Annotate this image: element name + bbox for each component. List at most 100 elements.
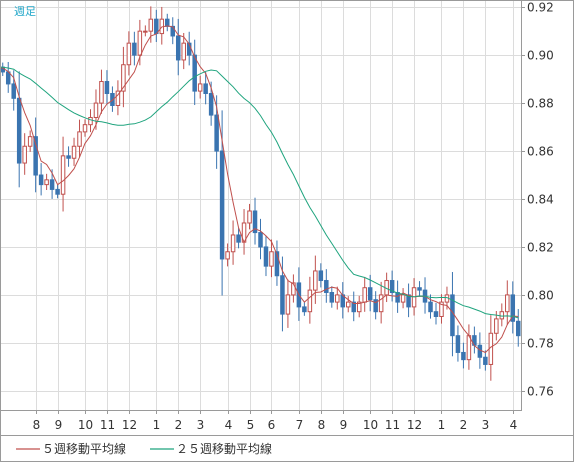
candle-body	[27, 136, 33, 147]
candle-body	[170, 25, 176, 37]
candle-body	[11, 83, 16, 99]
x-tick-label: 8	[33, 418, 41, 432]
candle-body	[60, 155, 66, 195]
x-tick-label: 10	[363, 418, 378, 432]
candles-layer	[0, 6, 521, 381]
candle-body	[269, 251, 274, 267]
candle-body	[367, 287, 373, 301]
x-tick-label: 12	[122, 418, 137, 432]
candle-body	[197, 83, 203, 92]
candle-body	[71, 145, 77, 159]
candle-body	[466, 335, 472, 361]
x-tick-label: 6	[268, 418, 276, 432]
legend: ５週移動平均線 ２５週移動平均線	[16, 441, 272, 456]
candle-body	[247, 210, 252, 224]
candle-body	[318, 270, 324, 282]
y-axis: 0.92 0.90 0.88 0.86 0.84 0.82 0.80 0.78 0.76	[521, 1, 554, 399]
candle-body	[280, 275, 285, 315]
candle-body	[99, 81, 104, 104]
candle-body	[208, 93, 214, 116]
candle-body	[417, 287, 422, 291]
candle-body	[505, 294, 510, 313]
candle-body	[181, 42, 186, 61]
x-tick-label: 10	[78, 418, 93, 432]
x-tick-label: 11	[100, 418, 115, 432]
ma5-line	[0, 25, 519, 354]
x-tick-label: 9	[55, 418, 63, 432]
candle-body	[148, 18, 154, 32]
x-tick-label: 4	[225, 418, 233, 432]
legend-label-ma5: ５週移動平均線	[42, 441, 126, 456]
candle-body	[428, 301, 433, 313]
candle-body	[362, 287, 367, 303]
candle-body	[461, 351, 466, 361]
candle-body	[395, 292, 400, 303]
y-tick-label: 0.78	[527, 337, 554, 351]
grid-lines	[0, 0, 521, 410]
candle-body	[274, 251, 280, 277]
candle-body	[115, 90, 121, 106]
candle-body	[143, 30, 148, 33]
x-tick-label: 9	[340, 418, 348, 432]
candle-body	[154, 18, 159, 35]
candle-body	[5, 71, 11, 85]
y-tick-label: 0.84	[527, 193, 554, 207]
candle-body	[137, 30, 143, 56]
candle-body	[477, 344, 483, 358]
y-tick-label: 0.88	[527, 97, 554, 111]
candle-body	[192, 54, 197, 92]
candle-body	[356, 301, 362, 313]
candle-body	[88, 116, 93, 126]
candle-body	[483, 356, 488, 365]
candle-body	[82, 124, 88, 133]
candle-body	[230, 234, 236, 253]
candle-body	[49, 179, 55, 190]
candle-body	[165, 18, 170, 27]
candle-body	[214, 114, 219, 152]
candle-body	[335, 294, 340, 303]
candle-body	[236, 234, 241, 243]
candle-body	[16, 97, 22, 164]
candle-body	[307, 289, 313, 313]
candle-body	[121, 64, 126, 92]
y-tick-label: 0.86	[527, 145, 554, 159]
candle-body	[329, 292, 335, 303]
candle-body	[345, 301, 351, 308]
candle-body	[219, 150, 225, 260]
candle-body	[313, 270, 318, 291]
candle-body	[38, 174, 44, 186]
candle-body	[324, 280, 329, 294]
y-tick-label: 0.90	[527, 49, 554, 63]
x-tick-label: 2	[460, 418, 468, 432]
candle-body	[203, 83, 208, 95]
candle-body	[55, 188, 60, 195]
candle-body	[389, 280, 395, 294]
candle-body	[400, 294, 406, 303]
candle-body	[44, 179, 49, 186]
x-tick-label: 11	[385, 418, 400, 432]
candle-body	[33, 136, 38, 176]
x-tick-label: 2	[175, 418, 183, 432]
candle-body	[175, 35, 181, 61]
candle-body	[439, 301, 444, 317]
candle-body	[510, 294, 516, 322]
candle-body	[22, 145, 27, 164]
candle-body	[516, 320, 521, 337]
x-tick-label: 8	[318, 418, 326, 432]
candle-body	[126, 42, 132, 66]
candle-body	[373, 299, 378, 313]
candle-body	[351, 301, 356, 313]
y-tick-label: 0.80	[527, 289, 554, 303]
candle-body	[93, 102, 99, 118]
x-axis: 8 9 10 11 12 1 2 3 4 5 6 7 8 9 10 11 12 1 2 3 4	[33, 410, 517, 432]
x-tick-label: 5	[247, 418, 255, 432]
candle-body	[494, 318, 499, 334]
x-tick-label: 3	[482, 418, 490, 432]
candle-body	[225, 251, 230, 260]
candle-body	[455, 335, 461, 353]
x-tick-label: 7	[296, 418, 304, 432]
x-tick-label: 12	[407, 418, 422, 432]
x-tick-label: 3	[197, 418, 205, 432]
